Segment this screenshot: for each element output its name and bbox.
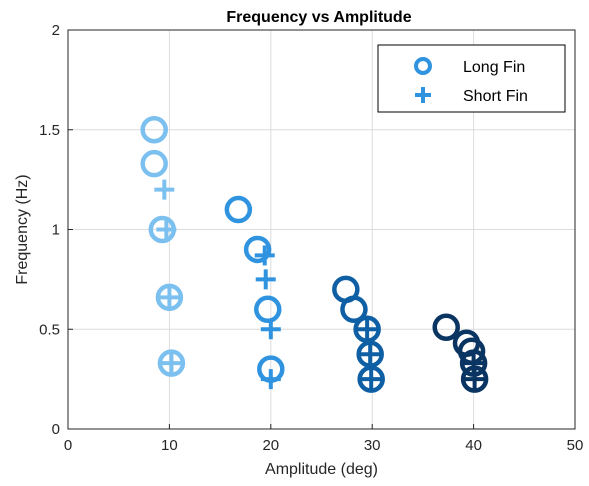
y-axis-title: Frequency (Hz) bbox=[14, 174, 31, 284]
x-axis-title: Amplitude (deg) bbox=[265, 461, 378, 478]
short-fin-series bbox=[154, 179, 485, 390]
long-fin-point bbox=[254, 295, 282, 324]
short-fin-point bbox=[255, 269, 276, 290]
short-fin-point bbox=[254, 245, 275, 266]
long-fin-point bbox=[157, 349, 186, 377]
short-fin-point bbox=[361, 369, 382, 390]
long-fin-point bbox=[224, 195, 253, 224]
long-fin-point bbox=[340, 295, 368, 324]
long-fin-point bbox=[357, 365, 385, 393]
chart-title: Frequency vs Amplitude bbox=[226, 9, 411, 26]
short-fin-point bbox=[161, 353, 182, 374]
long-fin-point bbox=[140, 149, 168, 178]
long-fin-point bbox=[140, 116, 168, 144]
x-tick-label: 10 bbox=[161, 437, 178, 454]
long-fin-point bbox=[243, 235, 272, 264]
short-fin-point bbox=[464, 369, 485, 390]
data-points bbox=[140, 116, 489, 393]
x-tick-label: 0 bbox=[64, 437, 72, 454]
x-tick-label: 30 bbox=[364, 437, 381, 454]
legend-label: Long Fin bbox=[463, 59, 525, 76]
y-tick-label: 2 bbox=[52, 22, 60, 39]
short-fin-point bbox=[260, 369, 281, 390]
short-fin-point bbox=[156, 219, 177, 240]
x-tick-label: 50 bbox=[567, 437, 584, 454]
long-fin-point bbox=[353, 315, 381, 343]
axis-ticks: 0 10 20 30 40 50 0 0.5 1 1.5 2 bbox=[39, 22, 583, 454]
short-fin-point bbox=[154, 179, 175, 200]
legend-marker-circle bbox=[414, 57, 432, 75]
long-fin-point bbox=[432, 313, 460, 342]
legend-box bbox=[377, 44, 566, 113]
legend-label: Short Fin bbox=[463, 88, 528, 105]
x-tick-label: 40 bbox=[465, 437, 482, 454]
short-fin-point bbox=[260, 319, 281, 340]
y-tick-label: 1.5 bbox=[39, 122, 60, 139]
short-fin-point bbox=[357, 319, 378, 340]
legend-marker-plus bbox=[415, 87, 431, 103]
x-tick-label: 20 bbox=[262, 437, 279, 454]
y-tick-label: 0.5 bbox=[39, 321, 60, 338]
y-tick-label: 1 bbox=[52, 222, 60, 239]
short-fin-point bbox=[159, 287, 180, 308]
legend: Long Fin Short Fin bbox=[377, 44, 566, 113]
long-fin-point bbox=[155, 283, 184, 312]
y-tick-label: 0 bbox=[52, 421, 60, 438]
short-fin-point bbox=[360, 344, 381, 365]
